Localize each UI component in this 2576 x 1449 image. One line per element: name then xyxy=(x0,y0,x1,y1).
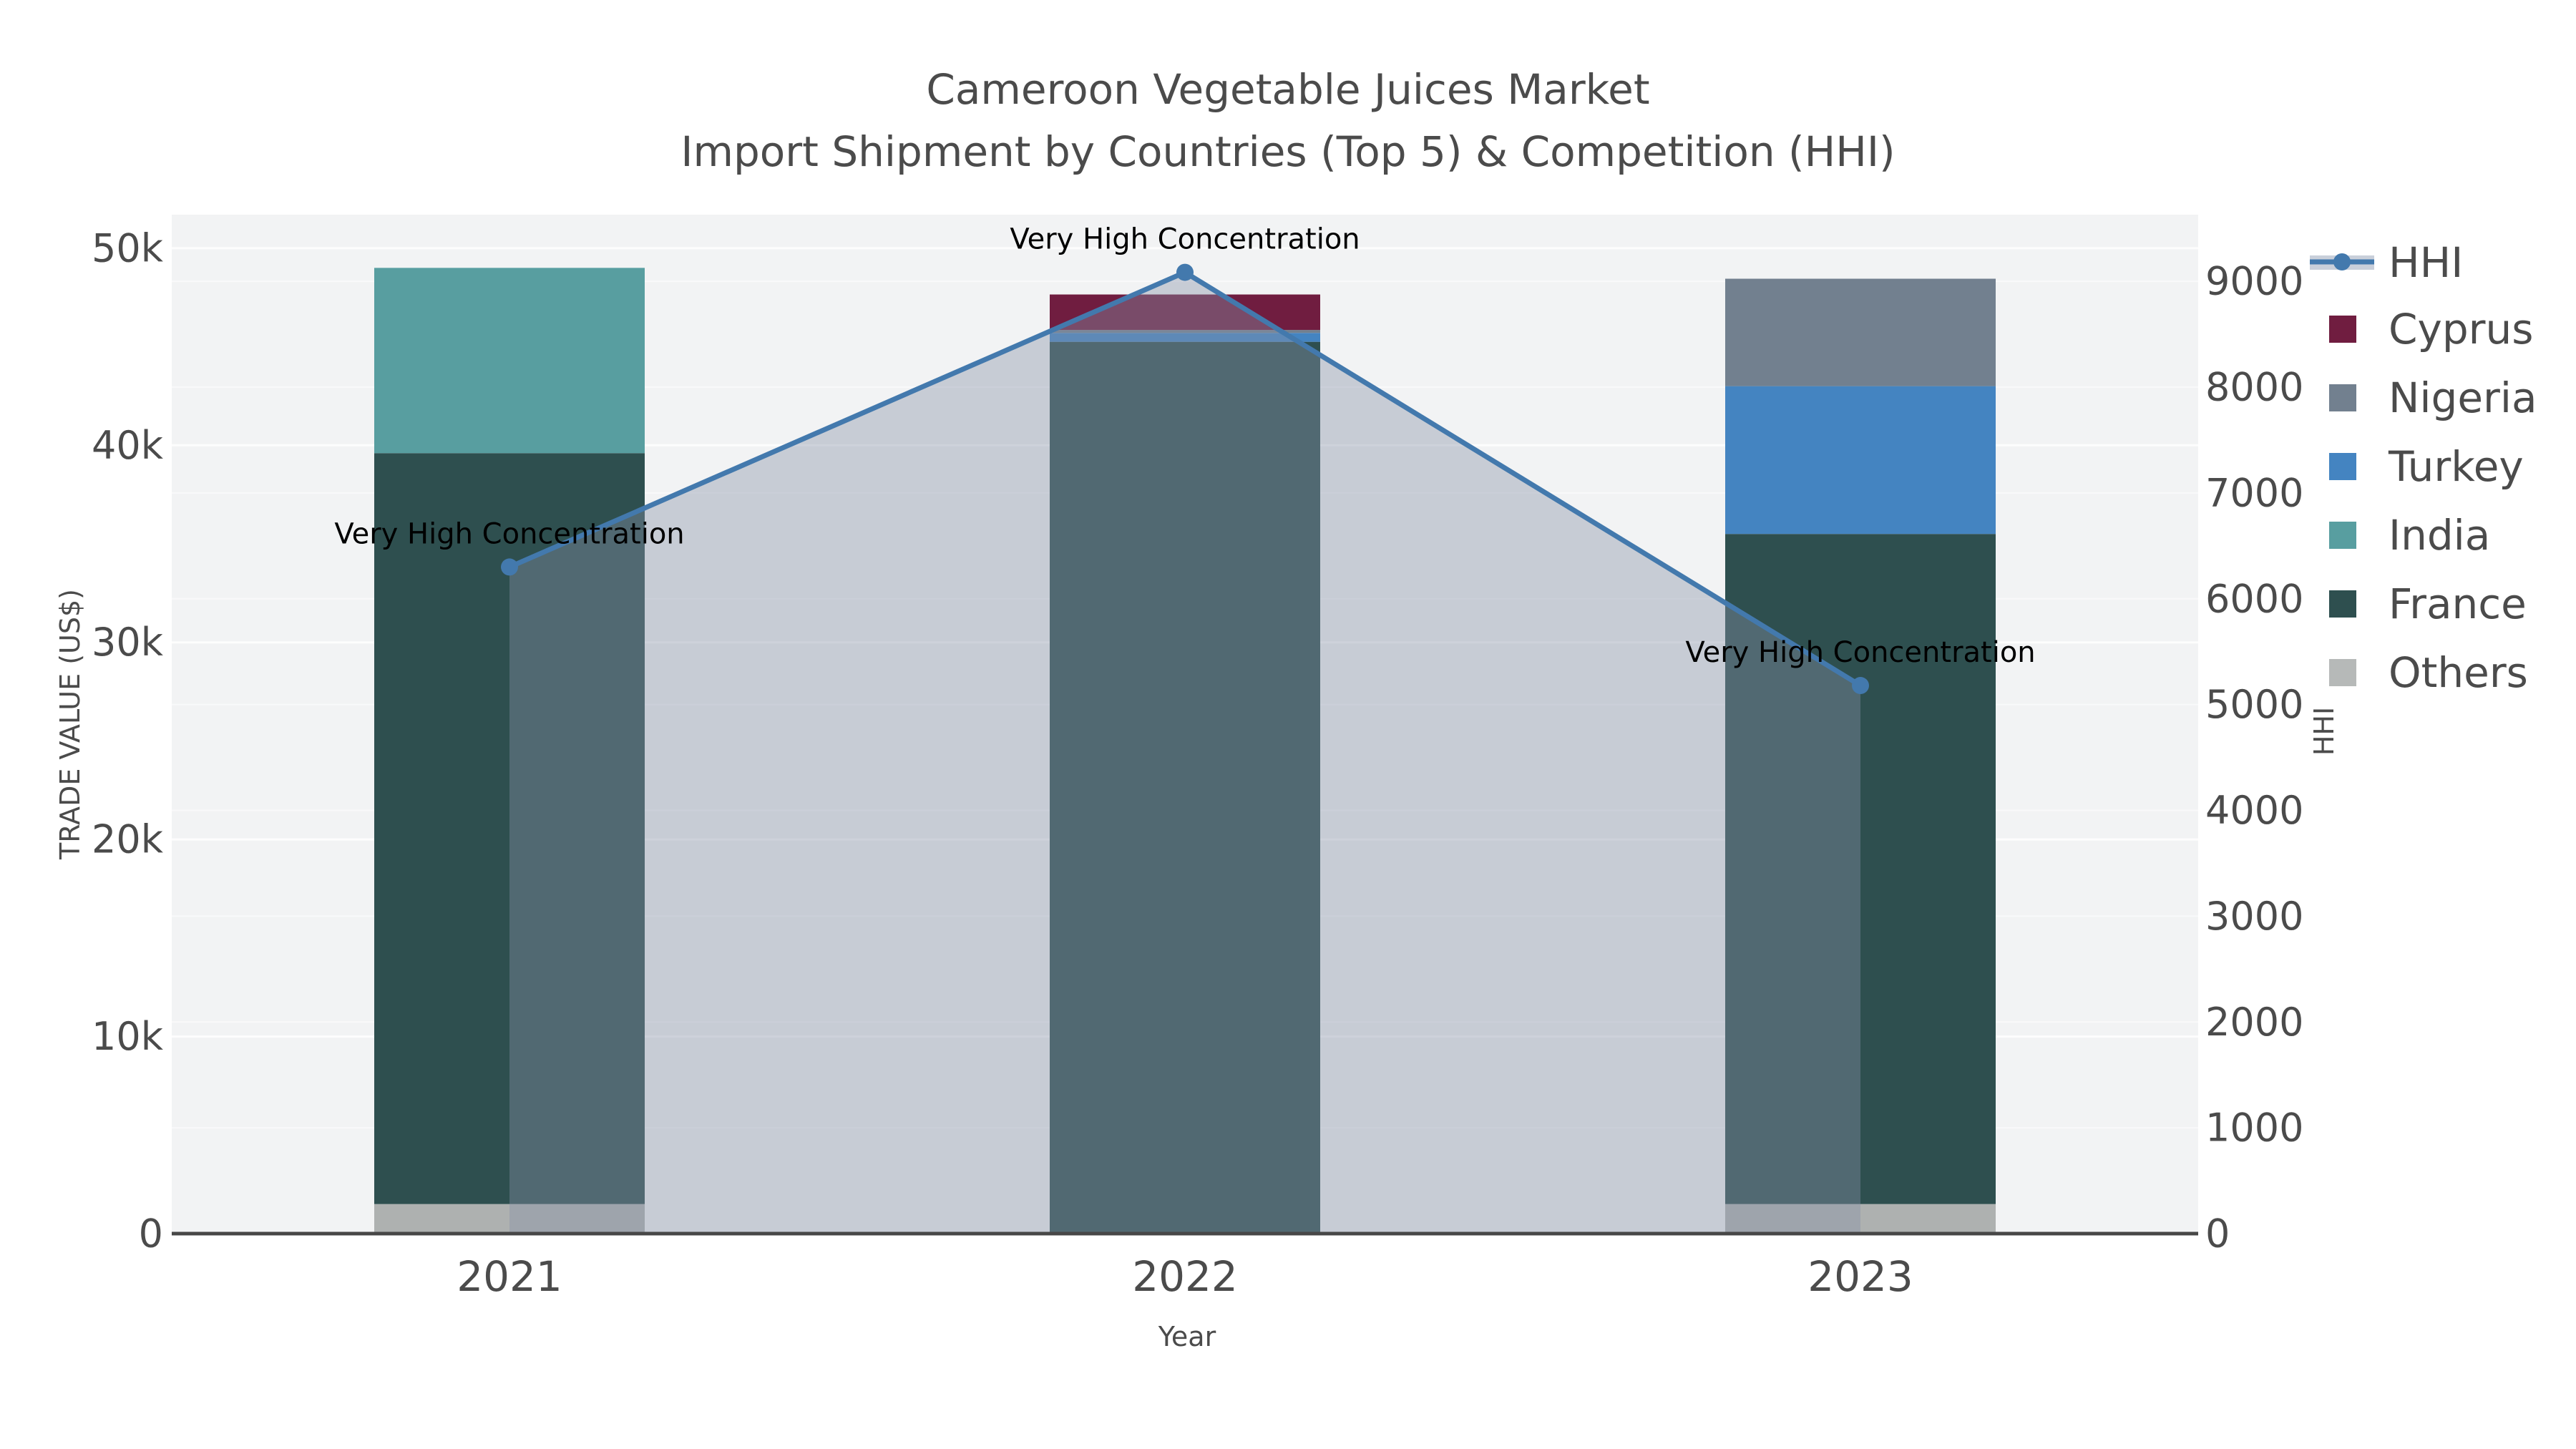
y-right-tick-label: 5000 xyxy=(2205,682,2303,727)
bar-2022 xyxy=(1050,294,1320,1234)
legend-swatch-nigeria xyxy=(2329,384,2356,411)
y-axis-right-title: HHI xyxy=(2308,707,2340,756)
bar-segment-others xyxy=(374,1204,645,1234)
legend-label-india: India xyxy=(2389,511,2490,560)
y-left-tick-label: 20k xyxy=(92,817,164,862)
bar-segment-france xyxy=(1725,534,1996,1204)
bar-segment-india xyxy=(374,268,645,454)
legend-swatch-others xyxy=(2329,659,2356,686)
legend: HHI Cyprus Nigeria Turkey India France Others xyxy=(2310,238,2537,697)
y-axis-left-title: TRADE VALUE (US$) xyxy=(54,589,86,860)
bar-segment-nigeria xyxy=(1050,330,1320,333)
bar-segment-nigeria xyxy=(1725,278,1996,386)
legend-item-others[interactable]: Others xyxy=(2329,648,2528,697)
y-left-tick-label: 30k xyxy=(92,620,164,665)
legend-label-france: France xyxy=(2389,580,2527,628)
legend-item-hhi[interactable]: HHI xyxy=(2310,238,2463,287)
legend-item-india[interactable]: India xyxy=(2329,511,2490,560)
annotation-2022: Very High Concentration xyxy=(1010,223,1360,256)
bar-segment-france xyxy=(374,453,645,1204)
legend-label-others: Others xyxy=(2389,648,2528,697)
bar-2023 xyxy=(1725,278,1996,1234)
x-tick-label-2022: 2022 xyxy=(1132,1252,1238,1301)
legend-item-nigeria[interactable]: Nigeria xyxy=(2329,374,2537,422)
hhi-marker-2021 xyxy=(501,558,518,576)
y-right-tick-label: 1000 xyxy=(2205,1106,2303,1151)
chart-subtitle: Import Shipment by Countries (Top 5) & C… xyxy=(680,127,1895,176)
bar-segment-france xyxy=(1050,341,1320,1234)
legend-item-france[interactable]: France xyxy=(2329,580,2527,628)
legend-swatch-cyprus xyxy=(2329,316,2356,343)
hhi-area-polygon xyxy=(509,272,1860,1234)
hhi-marker-2022 xyxy=(1176,263,1194,281)
legend-label-turkey: Turkey xyxy=(2388,442,2524,491)
legend-item-turkey[interactable]: Turkey xyxy=(2329,442,2524,491)
hhi-marker-2023 xyxy=(1852,677,1869,695)
axes-and-ticks: 0 10k 20k 30k 40k 50k 0 1000 2000 3000 4000 5000 600… xyxy=(92,225,2303,1301)
legend-swatch-india xyxy=(2329,522,2356,549)
annotations: Very High Concentration Very High Concent… xyxy=(334,223,2035,669)
bar-segment-turkey xyxy=(1050,333,1320,342)
x-axis-title: Year xyxy=(1158,1321,1216,1352)
hhi-area-fill xyxy=(509,272,1860,1234)
hhi-line-series xyxy=(501,263,1869,695)
y-right-tick-label: 8000 xyxy=(2205,365,2303,410)
y-right-tick-label: 7000 xyxy=(2205,470,2303,515)
legend-label-hhi: HHI xyxy=(2389,238,2463,287)
x-tick-label-2023: 2023 xyxy=(1807,1252,1913,1301)
bar-2021 xyxy=(374,268,645,1234)
y-right-tick-label: 4000 xyxy=(2205,788,2303,833)
stacked-bars xyxy=(374,268,1996,1234)
chart-title: Cameroon Vegetable Juices Market xyxy=(926,65,1649,114)
y-left-tick-label: 10k xyxy=(92,1014,164,1059)
y-right-tick-label: 0 xyxy=(2205,1211,2230,1257)
y-right-tick-label: 6000 xyxy=(2205,576,2303,621)
legend-swatch-france xyxy=(2329,590,2356,618)
legend-label-cyprus: Cyprus xyxy=(2389,305,2533,353)
legend-swatch-turkey xyxy=(2329,453,2356,480)
bar-segment-others xyxy=(1725,1204,1996,1234)
x-tick-label-2021: 2021 xyxy=(457,1252,562,1301)
bar-segment-turkey xyxy=(1725,386,1996,535)
y-left-tick-label: 0 xyxy=(139,1211,163,1257)
y-right-tick-label: 3000 xyxy=(2205,894,2303,939)
y-right-tick-label: 9000 xyxy=(2205,259,2303,304)
y-left-tick-label: 40k xyxy=(92,423,164,468)
y-left-tick-label: 50k xyxy=(92,225,164,270)
annotation-2023: Very High Concentration xyxy=(1685,636,2035,669)
legend-hhi-marker-icon xyxy=(2333,253,2351,270)
annotation-2021: Very High Concentration xyxy=(334,517,684,550)
legend-item-cyprus[interactable]: Cyprus xyxy=(2329,305,2533,353)
legend-label-nigeria: Nigeria xyxy=(2389,374,2537,422)
y-right-tick-label: 2000 xyxy=(2205,1000,2303,1045)
